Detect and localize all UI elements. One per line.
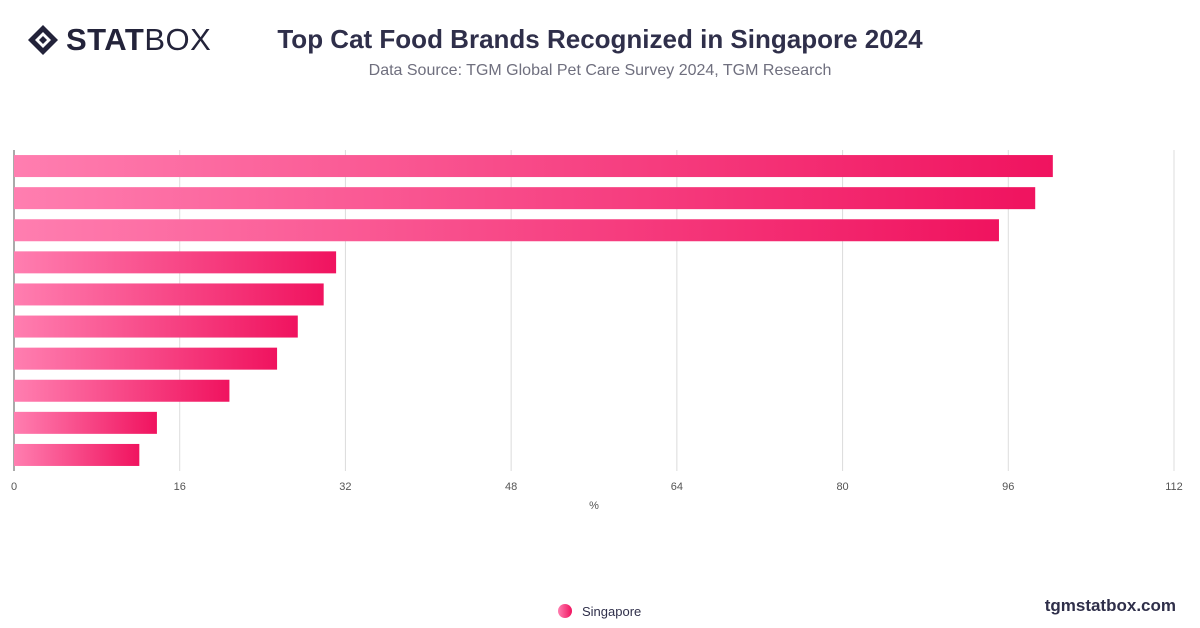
x-tick-labels: 0 16 32 48 64 80 96 112 — [11, 481, 1183, 493]
bar[interactable] — [14, 379, 230, 402]
bars — [14, 155, 1053, 466]
x-tick-label: 16 — [174, 481, 186, 493]
bar[interactable] — [14, 411, 157, 434]
bar[interactable] — [14, 219, 999, 242]
bar[interactable] — [14, 347, 278, 370]
bar[interactable] — [14, 187, 1036, 210]
bar[interactable] — [14, 315, 298, 338]
x-tick-label: 96 — [1002, 481, 1014, 493]
x-tick-label: 112 — [1165, 481, 1183, 493]
logo-text-bold: STAT — [66, 22, 145, 57]
bar[interactable] — [14, 443, 140, 466]
bar[interactable] — [14, 155, 1053, 178]
x-tick-label: 0 — [11, 481, 17, 493]
x-axis-label: % — [589, 500, 599, 512]
x-tick-label: 32 — [339, 481, 351, 493]
legend[interactable]: Singapore — [558, 602, 641, 620]
chart-title: Top Cat Food Brands Recognized in Singap… — [277, 24, 923, 54]
chart-subtitle: Data Source: TGM Global Pet Care Survey … — [368, 62, 832, 79]
x-tick-label: 64 — [671, 481, 683, 493]
x-tick-label: 80 — [836, 481, 848, 493]
footer-site: tgmstatbox.com — [1044, 596, 1176, 615]
statbox-logo-icon — [28, 25, 58, 55]
legend-marker-icon — [558, 604, 572, 618]
logo-text: STATBOX — [66, 22, 211, 58]
logo-text-light: BOX — [144, 22, 212, 57]
bar[interactable] — [14, 283, 324, 306]
legend-label-singapore: Singapore — [582, 603, 642, 619]
bar[interactable] — [14, 251, 337, 274]
logo: STATBOX — [26, 22, 211, 58]
x-tick-label: 48 — [505, 481, 517, 493]
